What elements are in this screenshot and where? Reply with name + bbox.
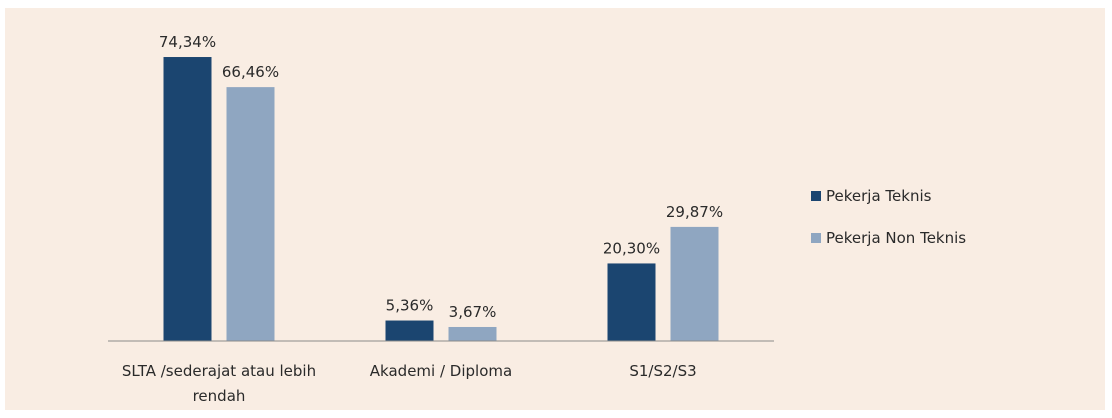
data-label: 20,30% bbox=[603, 239, 660, 257]
legend-swatch bbox=[811, 191, 821, 201]
bar bbox=[385, 320, 434, 341]
legend-label: Pekerja Teknis bbox=[826, 187, 932, 205]
bar bbox=[448, 326, 497, 341]
bar bbox=[607, 263, 656, 341]
x-tick-label: Akademi / Diploma bbox=[369, 362, 513, 380]
bar bbox=[163, 57, 212, 341]
legend-label: Pekerja Non Teknis bbox=[826, 229, 966, 247]
x-tick-label: S1/S2/S3 bbox=[629, 362, 697, 380]
data-label: 5,36% bbox=[386, 297, 434, 315]
bar bbox=[670, 226, 719, 341]
data-label: 29,87% bbox=[666, 203, 723, 221]
x-tick-label: SLTA /sederajat atau lebih rendah bbox=[121, 362, 317, 405]
bar bbox=[226, 87, 275, 341]
legend-swatch bbox=[811, 233, 821, 243]
data-label: 3,67% bbox=[449, 303, 497, 321]
data-label: 66,46% bbox=[222, 63, 279, 81]
data-label: 74,34% bbox=[159, 33, 216, 51]
